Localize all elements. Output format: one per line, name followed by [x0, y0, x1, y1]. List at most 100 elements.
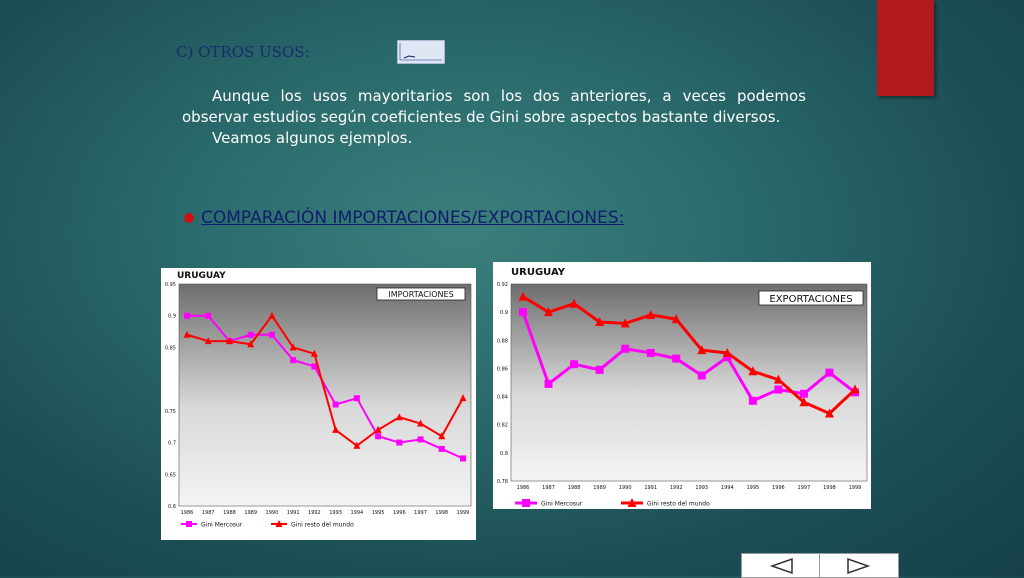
c1-data-point: [459, 394, 467, 402]
c2-legend-marker: [627, 498, 637, 507]
c2-legend-marker: [522, 499, 530, 507]
c1-data-point: [290, 357, 297, 364]
c2-ytick-label: 0.84: [497, 395, 508, 401]
c2-xtick-label: 1995: [746, 485, 759, 491]
c1-ytick-label: 0.6: [168, 504, 176, 510]
c1-annotation-box: [376, 287, 466, 301]
c2-title: URUGUAY: [511, 267, 566, 278]
c2-ytick-label: 0.8: [500, 451, 508, 457]
c2-xtick-label: 1998: [823, 485, 836, 491]
c2-data-point: [748, 366, 758, 376]
c1-legend-marker: [275, 520, 283, 527]
c2-data-point: [748, 396, 757, 405]
bullet-icon: [184, 213, 194, 223]
c2-data-point: [646, 309, 656, 319]
c2-data-point: [774, 385, 783, 394]
c2-ytick-label: 0.78: [497, 479, 508, 485]
c2-data-point: [697, 345, 707, 355]
c2-xtick-label: 1986: [517, 485, 530, 491]
c2-xtick-label: 1987: [542, 485, 555, 491]
paragraph-1: Aunque los usos mayoritarios son los dos…: [182, 87, 806, 126]
c2-legend-label: Gini resto del mundo: [647, 501, 710, 508]
c1-data-point: [310, 349, 318, 357]
c1-xtick-label: 1998: [435, 510, 448, 516]
c1-xtick-label: 1991: [287, 510, 300, 516]
c2-data-point: [671, 314, 681, 324]
c1-xtick-label: 1993: [329, 510, 342, 516]
c1-data-point: [225, 337, 233, 345]
c1-xtick-label: 1989: [244, 510, 257, 516]
c1-data-point: [332, 401, 339, 408]
c2-data-point: [595, 365, 604, 374]
c1-ytick-label: 0.85: [165, 345, 176, 351]
comparison-heading[interactable]: COMPARACIÓN IMPORTACIONES/EXPORTACIONES:: [201, 208, 625, 228]
c1-series-line: [186, 313, 464, 447]
c2-data-point: [773, 374, 783, 384]
c1-xtick-label: 1987: [202, 510, 215, 516]
c1-data-point: [374, 425, 382, 433]
c2-data-point: [570, 360, 579, 369]
c2-data-point: [824, 408, 834, 418]
c2-xtick-label: 1989: [593, 485, 606, 491]
c2-data-point: [799, 389, 808, 398]
c2-data-point: [620, 318, 630, 328]
previous-button[interactable]: [742, 554, 820, 577]
c2-data-point: [646, 348, 655, 357]
c1-ytick-label: 0.75: [165, 409, 176, 415]
c1-series-line: [187, 314, 464, 460]
c1-ytick-label: 0.7: [168, 441, 176, 447]
c2-xtick-label: 1994: [721, 485, 734, 491]
c2-data-point: [544, 379, 553, 388]
c1-xtick-label: 1988: [223, 510, 236, 516]
c2-plot-area: [510, 283, 868, 482]
c1-ytick-label: 0.65: [165, 472, 176, 478]
c2-data-point: [518, 291, 528, 301]
c1-title: URUGUAY: [177, 271, 226, 281]
c1-ytick-label: 0.9: [168, 314, 176, 320]
c1-data-point: [375, 433, 382, 440]
c2-data-point: [722, 347, 732, 357]
c2-xtick-label: 1999: [849, 485, 862, 491]
c1-data-point: [268, 311, 276, 319]
c1-data-point: [247, 331, 254, 338]
c1-data-point: [205, 312, 212, 319]
c1-data-point: [460, 455, 466, 462]
c1-data-point: [332, 425, 340, 433]
section-title: C) OTROS USOS:: [176, 43, 310, 61]
c2-series-line: [521, 311, 856, 403]
c2-data-point: [799, 397, 809, 407]
c2-data-point: [544, 307, 554, 317]
c2-xtick-label: 1996: [772, 485, 785, 491]
c1-data-point: [353, 441, 361, 449]
c2-data-point: [595, 316, 605, 326]
next-button[interactable]: [820, 554, 897, 577]
c2-ytick-label: 0.82: [497, 423, 508, 429]
c1-data-point: [268, 331, 275, 338]
arrow-left-icon: [769, 557, 793, 574]
c2-data-point: [569, 298, 579, 308]
c1-data-point: [204, 337, 212, 345]
c1-legend-label: Gini Mercosur: [201, 522, 243, 529]
c1-data-point: [395, 413, 403, 421]
c2-xtick-label: 1991: [644, 485, 657, 491]
c2-xtick-label: 1993: [695, 485, 708, 491]
c1-data-point: [438, 445, 445, 452]
c2-xtick-label: 1988: [568, 485, 581, 491]
c2-legend-label: Gini Mercosur: [541, 501, 583, 508]
paragraph-2: Veamos algunos ejemplos.: [212, 129, 413, 147]
body-text: Aunque los usos mayoritarios son los dos…: [182, 86, 806, 149]
c2-annotation-label: EXPORTACIONES: [769, 294, 852, 305]
c2-annotation-box: [758, 290, 864, 306]
c1-data-point: [417, 419, 425, 427]
c2-ytick-label: 0.92: [497, 282, 508, 288]
exports-chart: URUGUAY 0.92 0.9 0.88 0.86 0.84 0.82 0.8 0.78 198…: [493, 262, 871, 509]
arrow-right-icon: [846, 557, 870, 574]
c1-data-point: [396, 439, 403, 446]
c1-data-point: [311, 363, 318, 370]
chart-thumbnail-icon: [397, 40, 445, 64]
c2-data-point: [697, 371, 706, 380]
c2-data-point: [825, 368, 834, 377]
c1-data-point: [247, 340, 255, 348]
c2-series-line: [522, 295, 857, 416]
